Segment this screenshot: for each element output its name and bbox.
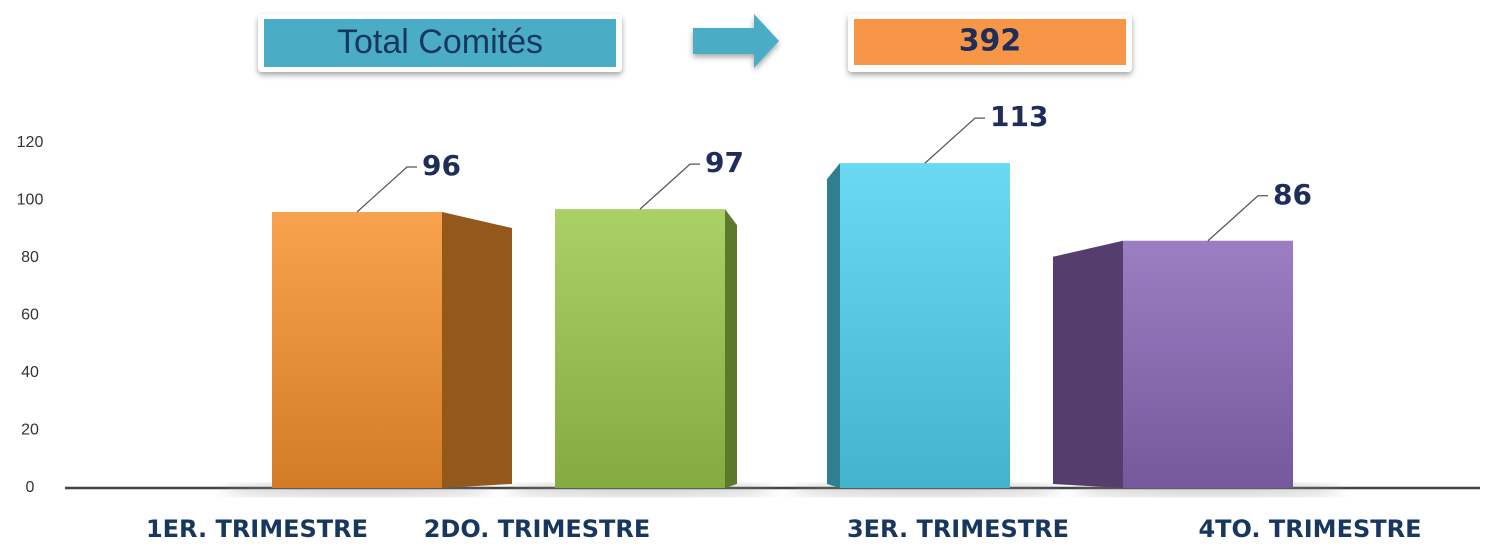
x-tick-label: 3ER. TRIMESTRE: [847, 515, 1069, 543]
total-label-fill: [264, 19, 616, 67]
arrow: [693, 14, 779, 68]
leader-line: [639, 163, 700, 210]
leader-line: [924, 117, 985, 164]
value-label: 113: [990, 100, 1048, 133]
y-tick-label: 120: [17, 134, 44, 151]
total-fill: [854, 19, 1126, 65]
total-label: Total Comités: [337, 23, 543, 61]
value-label: 86: [1273, 178, 1312, 211]
x-tick-label: 4TO. TRIMESTRE: [1198, 515, 1421, 543]
bar-side: [442, 212, 512, 488]
y-tick-label: 0: [26, 479, 35, 496]
bar-shade: [1123, 240, 1293, 488]
bar-side: [725, 209, 737, 488]
y-tick-label: 100: [17, 192, 44, 209]
bar-side: [827, 163, 840, 488]
value-label: 96: [422, 149, 461, 182]
total-value: 392: [959, 24, 1022, 59]
y-tick-label: 20: [21, 422, 39, 439]
bar-shade: [840, 163, 1010, 488]
x-tick-label: 2DO. TRIMESTRE: [424, 515, 651, 543]
x-tick-label: 1ER. TRIMESTRE: [146, 515, 368, 543]
bar-shade: [555, 209, 725, 488]
y-tick-label: 80: [21, 249, 39, 266]
y-tick-label: 40: [21, 364, 39, 381]
value-label: 97: [705, 146, 744, 179]
y-tick-label: 60: [21, 307, 39, 324]
bar-shade: [272, 212, 442, 488]
leader-line: [356, 166, 417, 213]
leader-line: [1207, 195, 1268, 242]
bar-side: [1053, 240, 1123, 488]
